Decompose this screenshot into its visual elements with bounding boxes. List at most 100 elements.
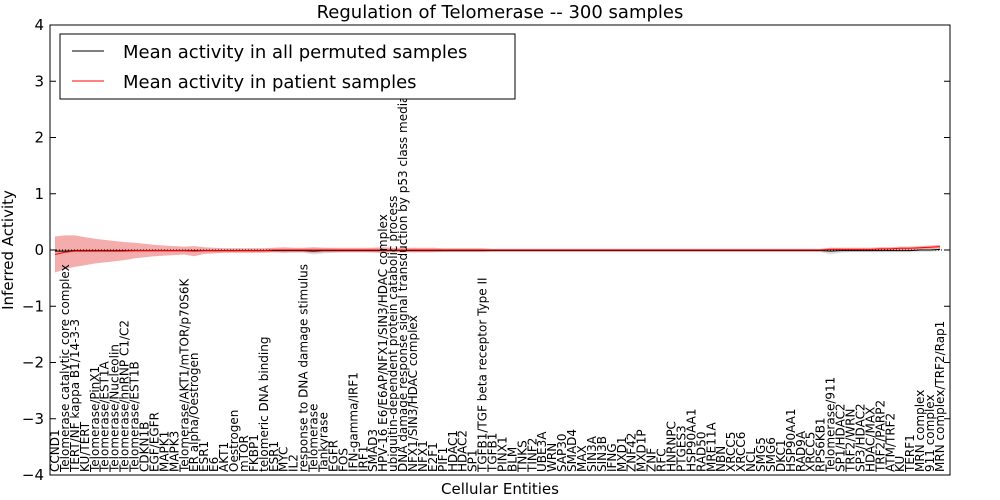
- category-label: UBE3A: [535, 431, 549, 472]
- category-label: WRN: [545, 443, 559, 472]
- category-label: MAPK3: [167, 431, 181, 472]
- category-label: HSP90AA1: [684, 408, 698, 472]
- category-label: PTGES3: [674, 425, 688, 472]
- patient-samples-band: [55, 235, 940, 273]
- category-label: SMG5: [754, 437, 768, 472]
- category-label: Telomerase/PinX1: [88, 366, 102, 473]
- category-label: ATM/TRF2: [883, 413, 897, 472]
- category-label: MAX: [575, 445, 589, 472]
- category-label: E2F1: [426, 442, 440, 472]
- category-label: NFX1: [416, 440, 430, 472]
- category-label: XRCC5: [804, 432, 818, 472]
- legend-label-patient: Mean activity in patient samples: [123, 72, 417, 93]
- category-label: HPV-16 E6/E6AP/NFX1/SIN3/HDAC complex: [376, 214, 390, 472]
- x-axis-label: Cellular Entities: [441, 480, 559, 498]
- category-label: HDAC/MAX: [863, 407, 877, 472]
- category-label: MXD1: [615, 437, 629, 472]
- category-label: ESR1: [267, 441, 281, 472]
- category-label: MXD1P: [635, 429, 649, 472]
- category-label: SMG6: [764, 437, 778, 472]
- y-tick-label: −2: [22, 354, 44, 372]
- category-label: DNA damage response signal transduction …: [396, 79, 410, 472]
- y-axis-label: Inferred Activity: [0, 190, 17, 310]
- category-label: TGFB1: [486, 433, 500, 473]
- category-label: AKT1: [217, 442, 231, 472]
- category-label: E6: [207, 457, 221, 472]
- chart-title: Regulation of Telomerase -- 300 samples: [317, 2, 684, 23]
- category-label: SP1/HDAC2: [834, 403, 848, 472]
- category-label: IRF1: [356, 446, 370, 472]
- category-label: ZNF: [645, 448, 659, 472]
- category-label: TERT/NF kappa B1/14-3-3: [68, 319, 82, 473]
- category-label: NBN: [714, 446, 728, 472]
- category-label: Telomerase/EST1A: [98, 360, 112, 473]
- category-label: NCL: [744, 448, 758, 472]
- category-label: ESR1: [197, 441, 211, 472]
- category-label: telomeric DNA binding: [257, 337, 271, 473]
- legend-box: [59, 33, 516, 100]
- category-label: SMAD3: [366, 429, 380, 472]
- patient-samples-line: [54, 246, 941, 255]
- category-label: CDKN1B: [137, 422, 151, 472]
- category-label: TINF2: [525, 438, 539, 473]
- category-label: PIF1: [436, 447, 450, 472]
- category-label: TGFB1/TGF beta receptor Type II: [476, 277, 490, 473]
- category-label: TRF2/PARP2: [873, 400, 887, 473]
- category-label: Tankyrase: [316, 412, 330, 473]
- category-label: MRN complex: [913, 390, 927, 472]
- category-label: Telomerase/hnRNP C1/C2: [118, 320, 132, 473]
- y-tick-label: 0: [34, 241, 44, 259]
- category-label: ubiquitin-dependent protein catabolic pr…: [386, 196, 400, 472]
- category-label: IFNG: [605, 443, 619, 472]
- category-label: MAPK1: [157, 431, 171, 472]
- category-label: MYC: [277, 447, 291, 472]
- category-label: response to DNA damage stimulus: [297, 264, 311, 472]
- category-label: KU: [893, 456, 907, 472]
- category-label: TERF1: [903, 434, 917, 473]
- category-label: HDAC2: [456, 430, 470, 472]
- category-label: TRF2/WRN: [844, 409, 858, 473]
- category-label: Telomerase catalytic core complex: [58, 264, 72, 473]
- category-label: NFX1/SIN3/HDAC complex: [406, 315, 420, 472]
- category-label: SIN3A: [585, 435, 599, 472]
- category-label: SMAD4: [565, 429, 579, 472]
- category-label: RAD9A: [794, 430, 808, 472]
- category-label: Telomerase/EST1B: [128, 361, 142, 473]
- category-label: ZNF42: [625, 433, 639, 472]
- category-label: BLM: [505, 447, 519, 472]
- category-label: SIN3B: [595, 436, 609, 472]
- category-label: MRE11A: [704, 421, 718, 472]
- category-label: DKC1: [774, 440, 788, 472]
- y-tick-label: −1: [22, 297, 44, 315]
- category-label: SAP30: [555, 433, 569, 472]
- category-label: RAD50: [694, 431, 708, 472]
- y-tick-label: −4: [22, 466, 44, 484]
- y-tick-label: 1: [34, 185, 44, 203]
- category-label: EGF/EGFR: [147, 412, 161, 472]
- y-tick-label: 3: [34, 72, 44, 90]
- category-label: SP1: [466, 450, 480, 473]
- category-label: RFC: [655, 448, 669, 472]
- category-label: Telomerase/AKT1/mTOR/p70S6K: [177, 277, 191, 473]
- category-label: IL2: [287, 454, 301, 472]
- category-label: Telomerase/911: [824, 377, 838, 473]
- category-label: FKBP1: [247, 434, 261, 472]
- category-label: PINX1: [495, 436, 509, 472]
- category-label: Oestrogen: [227, 410, 241, 472]
- y-tick-label: 4: [34, 16, 44, 34]
- category-label: HNRNPC: [665, 421, 679, 472]
- legend-label-permuted: Mean activity in all permuted samples: [123, 42, 467, 63]
- category-label: EGFR: [326, 440, 340, 472]
- category-label: TNKS: [515, 440, 529, 473]
- category-label: IFN-gamma/IRF1: [346, 372, 360, 472]
- category-label: Telomerase: [307, 404, 321, 473]
- category-label: 911 complex: [923, 394, 937, 472]
- category-label: mTOR: [237, 435, 251, 472]
- y-tick-label: −3: [22, 410, 44, 428]
- category-label: ER alpha/Oestrogen: [187, 353, 201, 472]
- category-label: HSP90AA1: [784, 408, 798, 472]
- category-label: Telomerase/Nucleolin: [108, 344, 122, 473]
- category-label: SP3/HDAC2: [853, 403, 867, 472]
